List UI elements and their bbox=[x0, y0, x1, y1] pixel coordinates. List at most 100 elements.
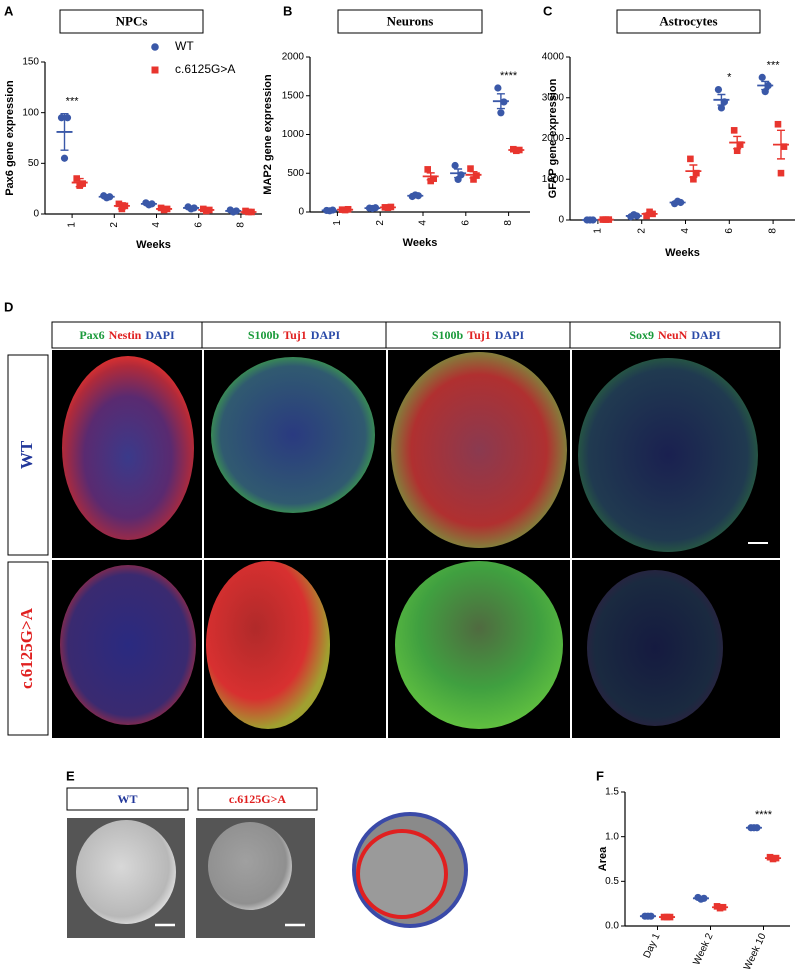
data-point bbox=[470, 176, 477, 183]
image-label: WT bbox=[117, 792, 137, 806]
data-point bbox=[758, 73, 766, 81]
x-axis-label: Weeks bbox=[403, 237, 438, 249]
x-tick-label: 4 bbox=[418, 220, 429, 226]
organoid bbox=[587, 570, 723, 726]
error-bar bbox=[645, 211, 654, 216]
error-bar bbox=[643, 915, 652, 918]
data-point bbox=[63, 114, 72, 122]
error-bar bbox=[325, 209, 334, 212]
error-bar bbox=[496, 93, 505, 110]
y-tick-label: 150 bbox=[22, 57, 39, 68]
y-tick-label: 2000 bbox=[282, 52, 305, 63]
error-bar bbox=[426, 172, 435, 181]
y-axis-label: Area bbox=[597, 846, 609, 871]
data-point bbox=[730, 127, 738, 134]
error-bar bbox=[761, 80, 770, 91]
data-point bbox=[467, 165, 474, 172]
organoid bbox=[76, 820, 176, 924]
y-tick-label: 500 bbox=[287, 168, 304, 179]
x-tick-label: 4 bbox=[680, 228, 691, 234]
error-bar bbox=[102, 194, 111, 200]
stain-name: Tuj1 bbox=[283, 328, 307, 342]
title-box bbox=[59, 9, 204, 34]
x-tick-label: 8 bbox=[503, 220, 514, 226]
error-bar bbox=[454, 168, 463, 179]
error-bar bbox=[368, 207, 377, 210]
significance: **** bbox=[755, 809, 773, 821]
label-box bbox=[197, 787, 318, 811]
data-point bbox=[115, 200, 123, 208]
significance: **** bbox=[500, 70, 518, 82]
error-bar bbox=[75, 177, 84, 188]
data-point bbox=[733, 147, 741, 155]
y-tick-label: 0 bbox=[33, 209, 39, 220]
y-tick-label: 2000 bbox=[542, 133, 565, 144]
x-tick-label: 1 bbox=[332, 220, 343, 226]
label-box bbox=[66, 787, 189, 811]
header-label: S100b Tuj1 DAPI bbox=[432, 328, 525, 342]
header-label: S100b Tuj1 DAPI bbox=[248, 328, 341, 342]
stain-name: DAPI bbox=[691, 328, 721, 342]
error-bar bbox=[717, 93, 726, 106]
organoid bbox=[395, 561, 563, 729]
chart-title: NPCs bbox=[116, 13, 148, 28]
x-tick-label: 2 bbox=[109, 222, 120, 228]
x-tick-label: Day 1 bbox=[642, 931, 663, 960]
x-tick-label: 6 bbox=[724, 228, 735, 234]
stain-name: Nestin bbox=[109, 328, 142, 342]
organoid bbox=[208, 822, 292, 910]
header-box bbox=[201, 321, 387, 349]
y-tick-label: 1000 bbox=[282, 129, 305, 140]
stain-name: Tuj1 bbox=[467, 328, 491, 342]
error-bar bbox=[733, 135, 742, 150]
stain-name: Pax6 bbox=[79, 328, 104, 342]
chart-title: Astrocytes bbox=[659, 13, 717, 28]
significance: *** bbox=[66, 96, 80, 108]
error-bar bbox=[749, 826, 758, 829]
y-tick-label: 1000 bbox=[542, 174, 565, 185]
y-axis-label: GFAP gene expression bbox=[547, 78, 559, 198]
x-tick-label: 2 bbox=[375, 220, 386, 226]
panel-letter: A bbox=[4, 3, 14, 18]
organoid bbox=[578, 358, 758, 552]
stain-name: NeuN bbox=[658, 328, 688, 342]
x-tick-label: 1 bbox=[593, 228, 604, 234]
y-axis-label: Pax6 gene expression bbox=[4, 80, 16, 196]
stain-name: DAPI bbox=[311, 328, 341, 342]
header-box bbox=[385, 321, 571, 349]
error-bar bbox=[776, 129, 785, 160]
data-point bbox=[717, 104, 726, 112]
error-bar bbox=[716, 905, 725, 909]
error-bar bbox=[512, 148, 521, 152]
error-bar bbox=[411, 194, 420, 198]
legend-label: c.6125G>A bbox=[175, 62, 235, 76]
x-tick-label: 8 bbox=[768, 228, 779, 234]
data-point bbox=[427, 177, 435, 185]
row-label: c.6125G>A bbox=[17, 607, 36, 689]
significance: * bbox=[727, 72, 732, 84]
stain-name: DAPI bbox=[145, 328, 175, 342]
error-bar bbox=[663, 915, 672, 919]
organoid bbox=[391, 352, 567, 548]
y-tick-label: 50 bbox=[28, 158, 40, 169]
y-tick-label: 100 bbox=[22, 107, 39, 118]
significance: *** bbox=[767, 59, 781, 71]
x-tick-label: 2 bbox=[636, 228, 647, 234]
panel-letter: D bbox=[4, 299, 13, 314]
organoid bbox=[62, 356, 194, 540]
legend-label: WT bbox=[175, 39, 194, 53]
error-bar bbox=[383, 206, 392, 209]
y-tick-label: 0.0 bbox=[605, 921, 619, 932]
data-point bbox=[497, 109, 505, 117]
error-bar bbox=[229, 209, 238, 213]
error-bar bbox=[117, 202, 126, 210]
header-label: Sox9 NeuN DAPI bbox=[629, 328, 721, 342]
y-tick-label: 4000 bbox=[542, 52, 565, 63]
error-bar bbox=[341, 208, 350, 211]
data-point bbox=[687, 155, 694, 163]
data-point bbox=[451, 161, 459, 170]
header-label: Pax6 Nestin DAPI bbox=[79, 328, 175, 342]
data-point bbox=[736, 141, 744, 148]
data-point bbox=[494, 84, 502, 92]
